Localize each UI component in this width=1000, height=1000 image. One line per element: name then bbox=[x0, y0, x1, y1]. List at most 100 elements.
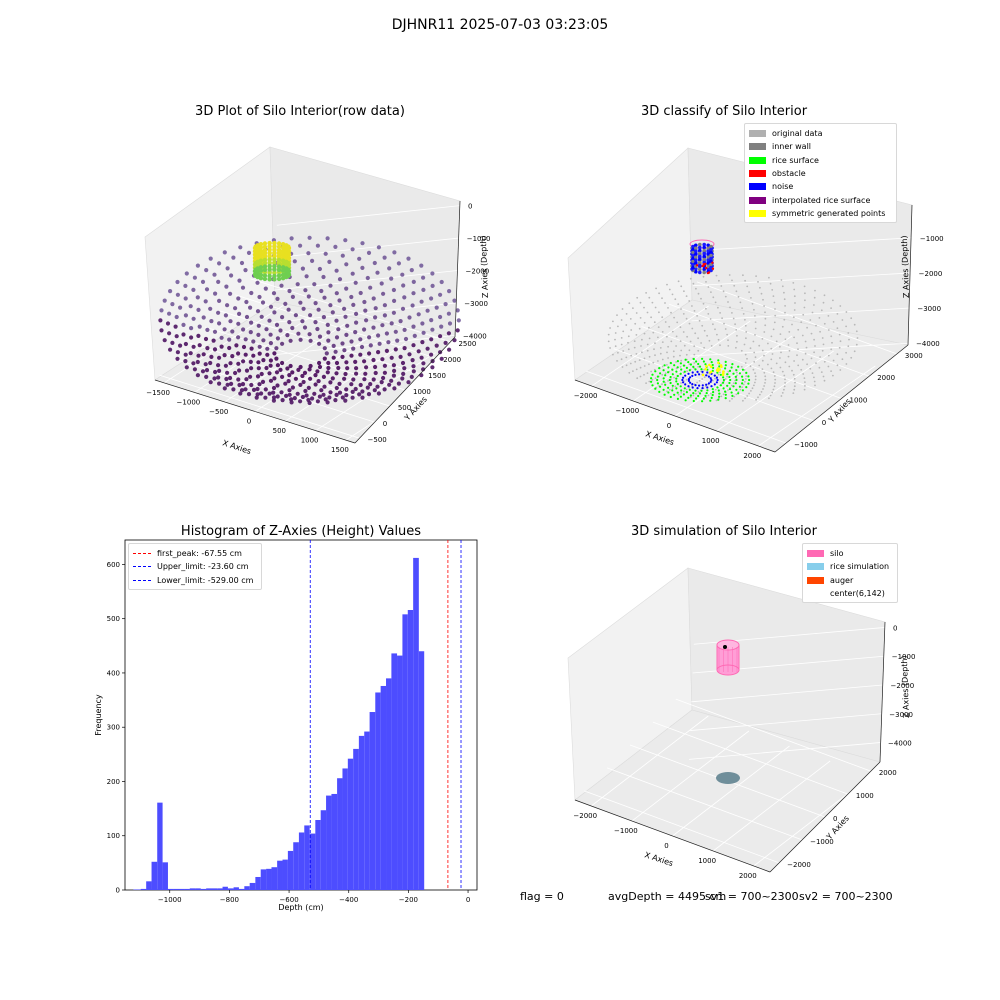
raw-point bbox=[334, 268, 339, 273]
raw-point bbox=[438, 350, 443, 355]
classify-original-point bbox=[685, 317, 688, 320]
simulation-x-tick: 2000 bbox=[739, 872, 757, 880]
raw-wall-point bbox=[267, 267, 272, 272]
raw-point bbox=[328, 390, 333, 395]
classify-symmetric-point bbox=[721, 373, 725, 377]
raw-point bbox=[300, 319, 305, 324]
raw-point bbox=[438, 314, 443, 320]
raw-point bbox=[296, 367, 301, 372]
raw-point bbox=[337, 298, 342, 303]
raw-point bbox=[391, 373, 396, 378]
raw-point bbox=[204, 368, 210, 373]
raw-point bbox=[376, 333, 381, 338]
raw-point bbox=[400, 360, 406, 366]
raw-point bbox=[406, 380, 411, 385]
classify-rice-point bbox=[689, 376, 692, 379]
raw-wall-point bbox=[276, 261, 282, 266]
raw-point bbox=[362, 359, 367, 364]
raw-point bbox=[337, 277, 343, 282]
raw-point bbox=[345, 366, 350, 371]
raw-wall-point bbox=[272, 247, 277, 252]
raw-point bbox=[351, 346, 356, 351]
classify-original-point bbox=[788, 349, 791, 352]
classify-wall-point bbox=[698, 245, 702, 250]
raw-wall-point bbox=[267, 273, 272, 279]
raw-point bbox=[200, 369, 206, 374]
classify-original-point bbox=[634, 360, 637, 363]
simulation-z-tick: −3000 bbox=[889, 711, 913, 719]
classify-original-point bbox=[768, 276, 770, 279]
raw-point bbox=[256, 366, 261, 371]
raw-point bbox=[255, 386, 260, 392]
classify-original-point bbox=[744, 397, 746, 400]
classify-original-point bbox=[759, 286, 761, 289]
histogram-bar bbox=[418, 651, 425, 890]
raw-point bbox=[162, 338, 167, 343]
classify-original-point bbox=[701, 378, 704, 380]
raw-wall-point bbox=[258, 265, 264, 270]
raw-point bbox=[323, 397, 328, 402]
classify-rice-point bbox=[741, 375, 744, 378]
classify-original-point bbox=[666, 364, 668, 366]
histogram-bar bbox=[391, 653, 398, 890]
classify-original-point bbox=[792, 282, 795, 284]
raw-wall-point bbox=[272, 267, 277, 272]
classify-rice-point bbox=[707, 382, 710, 385]
classify-original-point bbox=[746, 285, 749, 288]
classify-rice-point bbox=[702, 360, 705, 363]
histogram-bar bbox=[342, 768, 348, 890]
classify-original-point bbox=[757, 396, 759, 399]
raw-point bbox=[306, 385, 311, 390]
classify-rice-point bbox=[710, 396, 713, 399]
classify-original-point bbox=[689, 340, 692, 343]
classify-wall-point bbox=[694, 255, 698, 260]
raw-wall-point bbox=[258, 268, 264, 273]
classify-rice-point bbox=[709, 358, 712, 361]
classify-wall-point bbox=[709, 256, 713, 261]
classify-original-point bbox=[793, 288, 796, 291]
classify-x-tick: −2000 bbox=[574, 392, 598, 400]
classify-rice-point bbox=[738, 372, 741, 375]
simulation-legend-label: center(6,142) bbox=[830, 589, 885, 599]
simulation-x-tick: −2000 bbox=[573, 812, 597, 820]
histogram-bar bbox=[151, 861, 158, 890]
classify-original-point bbox=[719, 371, 721, 374]
classify-original-point bbox=[805, 346, 808, 349]
classify-wall-point bbox=[691, 244, 695, 249]
raw-point bbox=[434, 343, 439, 348]
classify-original-point bbox=[736, 340, 738, 343]
raw-point bbox=[308, 376, 313, 381]
classify-rice-point bbox=[687, 396, 690, 399]
classify-original-point bbox=[741, 386, 743, 388]
raw-point bbox=[430, 283, 435, 288]
classify-original-point bbox=[830, 335, 833, 338]
classify-original-point bbox=[783, 374, 786, 377]
raw-point bbox=[228, 375, 233, 381]
classify-original-point bbox=[688, 322, 691, 325]
classify-original-point bbox=[753, 351, 756, 354]
raw-point bbox=[272, 376, 277, 381]
raw-point bbox=[203, 336, 209, 342]
raw-point bbox=[406, 256, 411, 261]
raw-point bbox=[331, 343, 336, 348]
classify-rice-point bbox=[732, 372, 735, 375]
raw-point bbox=[354, 371, 359, 376]
raw-point bbox=[261, 358, 266, 363]
raw-point bbox=[204, 287, 210, 292]
sv1-text: sv1 = 700~2300 bbox=[705, 890, 799, 903]
classify-rice-point bbox=[667, 386, 670, 389]
classify-original-point bbox=[691, 305, 693, 307]
raw-wall-point bbox=[272, 257, 277, 262]
classify-original-point bbox=[692, 282, 695, 285]
classify-legend-swatch bbox=[749, 196, 766, 204]
raw-point bbox=[195, 295, 200, 300]
raw-point bbox=[288, 363, 293, 369]
classify-rice-point bbox=[691, 386, 694, 389]
classify-original-point bbox=[612, 320, 614, 323]
raw-plot-title: 3D Plot of Silo Interior(row data) bbox=[195, 104, 405, 119]
raw-point bbox=[455, 308, 460, 313]
histogram-bar bbox=[195, 888, 201, 890]
classify-original-point bbox=[744, 380, 746, 383]
classify-original-point bbox=[744, 362, 747, 364]
classify-rice-point bbox=[700, 368, 703, 371]
